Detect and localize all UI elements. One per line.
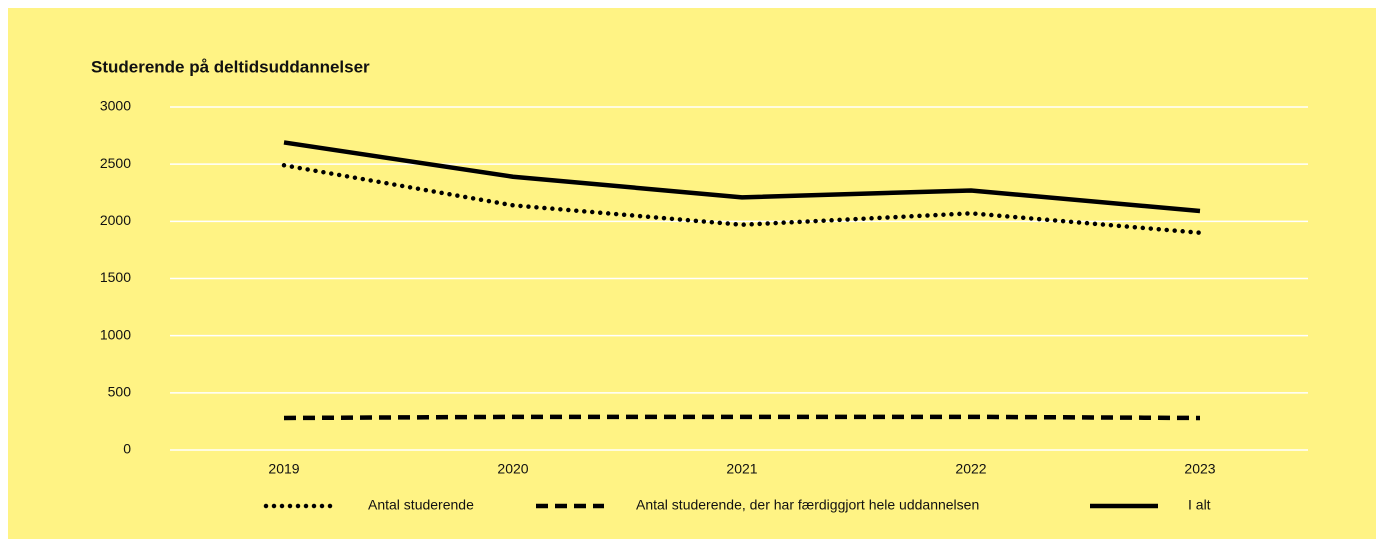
- y-tick-label: 0: [123, 441, 131, 457]
- y-tick-label: 1000: [100, 326, 131, 342]
- series-line: [281, 163, 1203, 236]
- x-tick-label: 2019: [268, 461, 299, 477]
- y-tick-label: 3000: [100, 98, 131, 114]
- legend-label: Antal studerende: [368, 497, 474, 513]
- x-tick-label: 2023: [1184, 461, 1215, 477]
- panel: [8, 8, 1376, 539]
- y-tick-label: 1500: [100, 269, 131, 285]
- x-tick-label: 2020: [497, 461, 528, 477]
- y-tick-label: 2500: [100, 155, 131, 171]
- y-tick-label: 500: [108, 384, 132, 400]
- legend-label: I alt: [1188, 497, 1211, 513]
- x-tick-label: 2021: [726, 461, 757, 477]
- y-tick-label: 2000: [100, 212, 131, 228]
- series-line: [283, 140, 1201, 214]
- legend-label: Antal studerende, der har færdiggjort he…: [636, 497, 979, 513]
- series-line: [283, 414, 1201, 421]
- chart-title: Studerende på deltidsuddannelser: [91, 57, 370, 76]
- x-tick-label: 2022: [955, 461, 986, 477]
